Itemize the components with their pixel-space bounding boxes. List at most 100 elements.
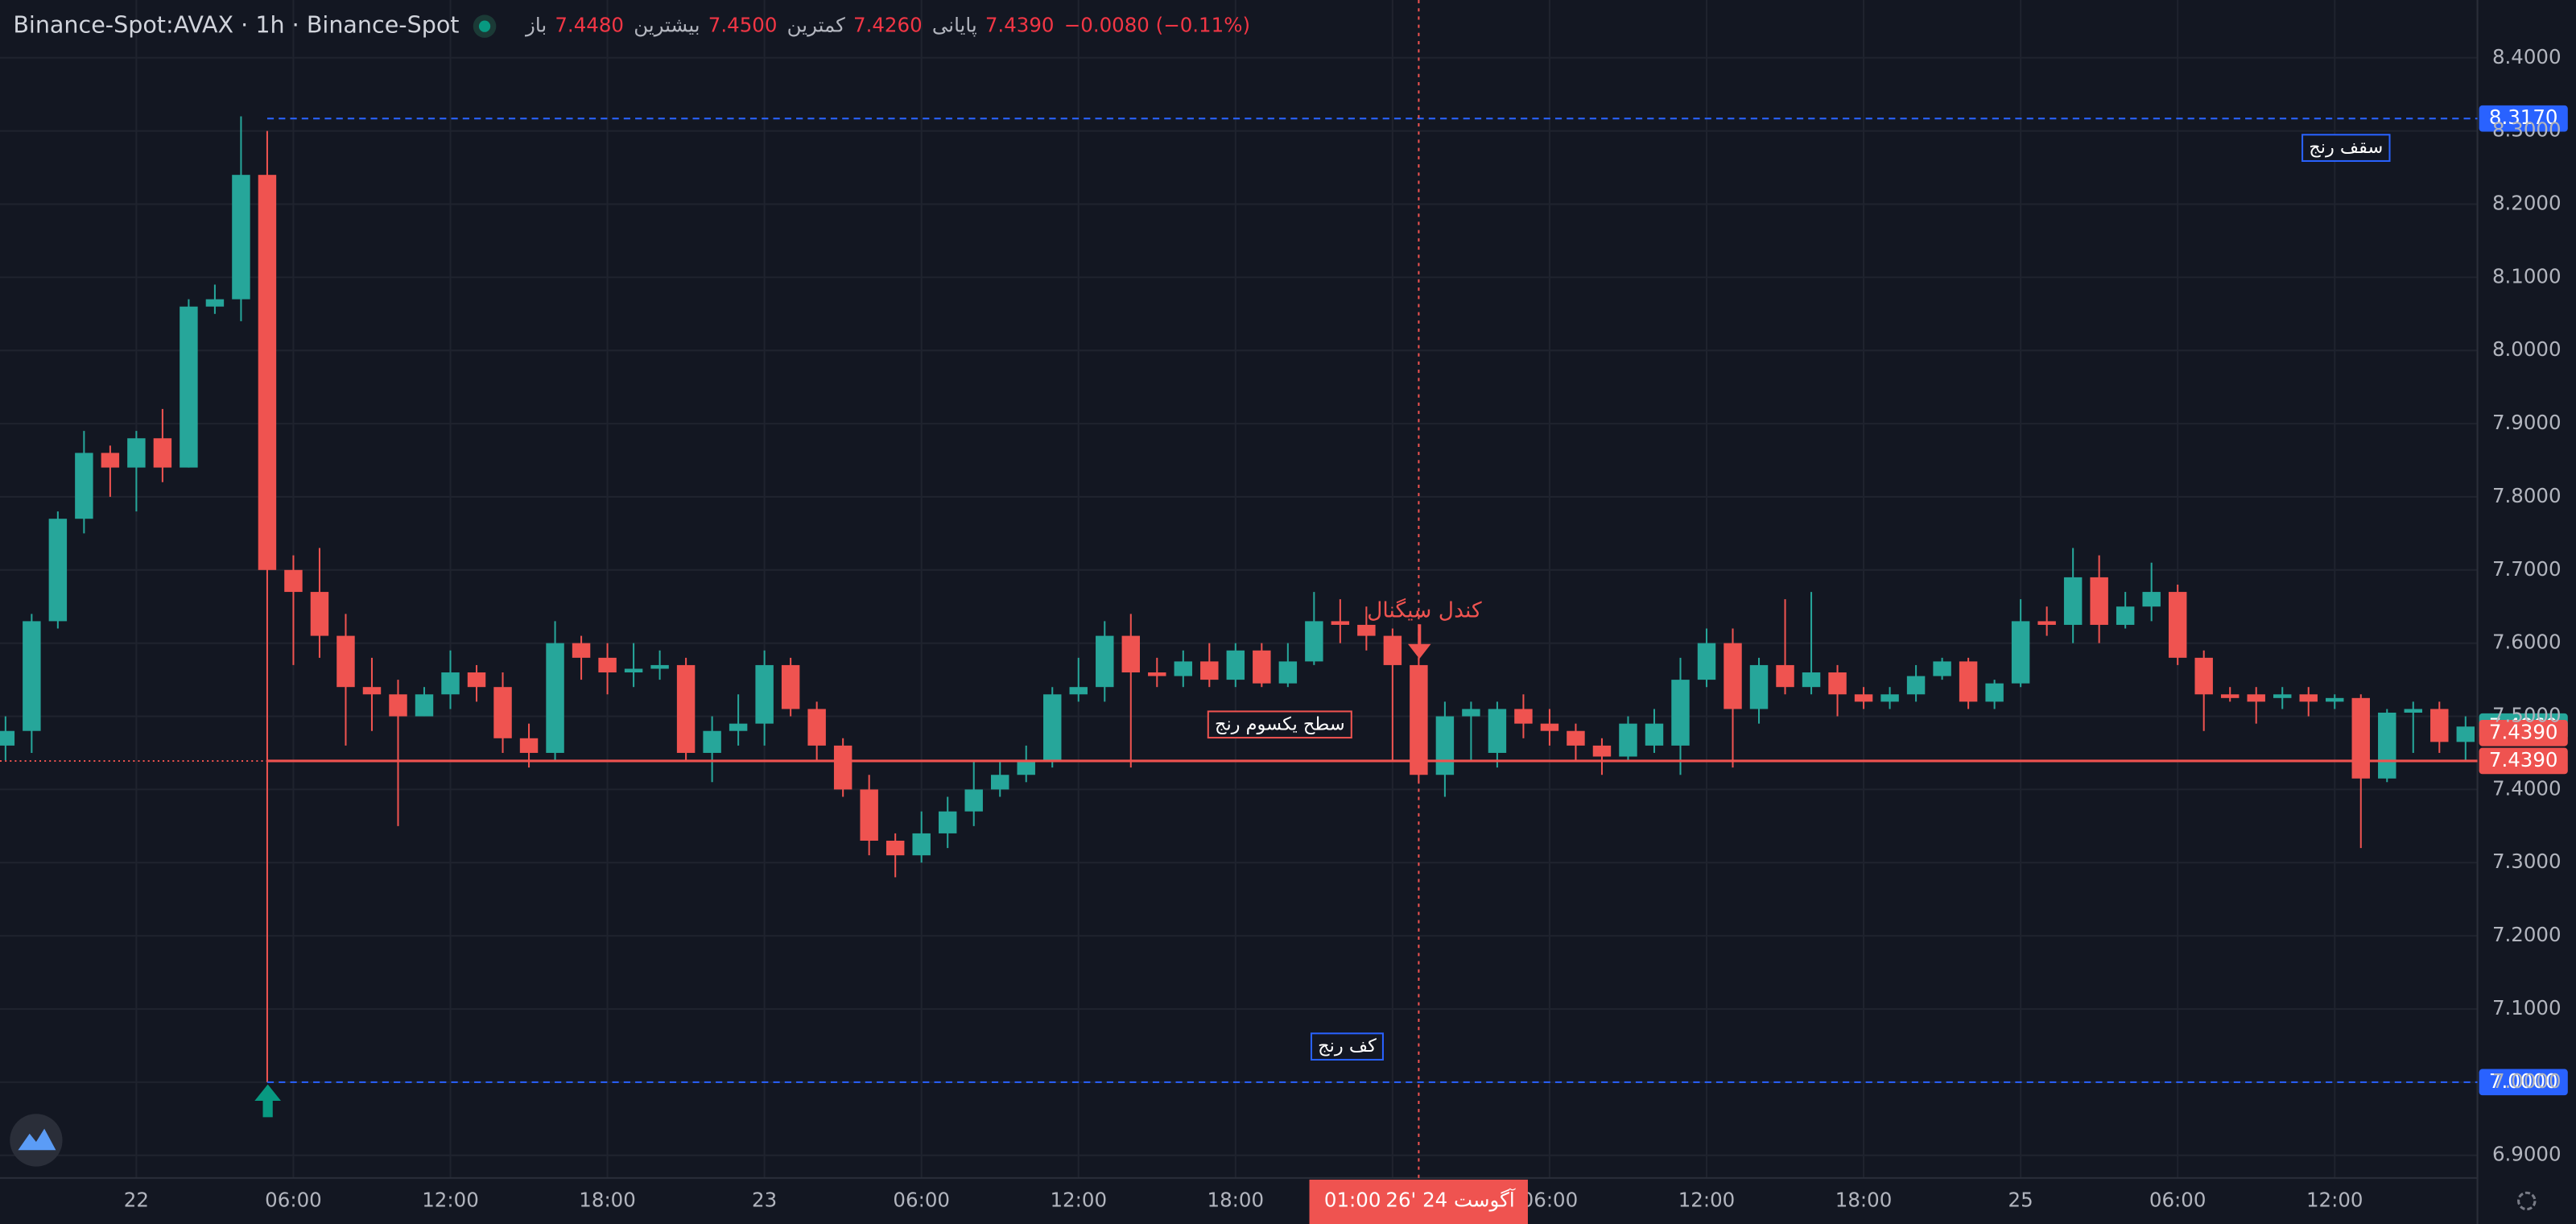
candle-body — [2378, 712, 2396, 779]
y-tick-label: 7.4000 — [2492, 776, 2562, 800]
x-tick-label: 22 — [124, 1188, 149, 1211]
candle-body — [127, 438, 146, 468]
x-tick-label: 06:00 — [265, 1188, 322, 1211]
y-tick-label: 7.1000 — [2492, 996, 2562, 1019]
candle-body — [519, 738, 539, 753]
candle-body — [1724, 643, 1742, 709]
candle-body — [938, 811, 957, 833]
y-tick-label: 7.8000 — [2492, 484, 2562, 507]
candle-body — [467, 672, 486, 688]
y-tick-label: 8.1000 — [2492, 264, 2562, 287]
candle-body — [807, 709, 826, 746]
annotation-box — [1310, 1032, 1384, 1061]
y-tick-label: 7.7000 — [2492, 557, 2562, 581]
annotation-box — [2301, 134, 2391, 162]
candle-body — [1645, 723, 1664, 746]
candle-body — [362, 687, 382, 695]
candle-body — [2351, 697, 2370, 779]
price-badge — [2479, 747, 2568, 775]
candle-body — [75, 453, 93, 519]
x-tick-label: 06:00 — [1521, 1188, 1579, 1211]
candle-body — [48, 519, 68, 622]
candle-body — [205, 299, 225, 307]
candle-body — [781, 664, 800, 709]
candle-body — [886, 841, 905, 856]
price-badge-label: 7.4390 — [2489, 748, 2558, 771]
candle-body — [2090, 577, 2108, 625]
candle-body — [1410, 664, 1428, 775]
crosshair-label-bg — [1309, 1179, 1528, 1224]
y-tick-label: 7.9000 — [2492, 411, 2562, 434]
y-tick-label: 8.2000 — [2492, 192, 2562, 215]
candle-body — [1096, 635, 1114, 688]
candle-body — [1540, 723, 1559, 731]
legend-value: 7.4500 — [708, 14, 778, 37]
candle-body — [441, 672, 460, 695]
x-tick-label: 06:00 — [2149, 1188, 2207, 1211]
candle-body — [624, 668, 643, 673]
candle-body — [153, 438, 172, 468]
candle-body — [1462, 709, 1480, 717]
x-tick-label: 12:00 — [2306, 1188, 2363, 1211]
candle-body — [1697, 643, 1716, 680]
candle-body — [1278, 661, 1298, 684]
legend-label: بیشترین — [634, 14, 700, 37]
candle-body — [729, 723, 748, 731]
annotation: کندل سیگنال — [1367, 598, 1482, 622]
candle-body — [180, 306, 198, 468]
candle-body — [1121, 635, 1140, 673]
x-tick-label: 12:00 — [1678, 1188, 1736, 1211]
candle-body — [1017, 760, 1035, 775]
annotation: سطح یکسوم رنج — [1215, 713, 1345, 734]
candle-body — [1253, 650, 1271, 684]
candle-body — [833, 745, 852, 790]
candle-body — [2116, 606, 2135, 625]
y-tick-label: 8.0000 — [2492, 337, 2562, 361]
sell-arrow — [1407, 624, 1431, 660]
candle-body — [1985, 683, 2004, 702]
candle-body — [2430, 709, 2449, 742]
y-tick-label: 6.9000 — [2492, 1143, 2562, 1166]
candle-body — [1959, 661, 1978, 702]
candle-body — [1671, 680, 1690, 746]
candle-body — [1592, 745, 1612, 757]
candle-body — [1776, 664, 1794, 688]
y-tick-label: 8.3000 — [2492, 118, 2562, 142]
candle-body — [650, 664, 669, 669]
candle-body — [1749, 664, 1769, 709]
candle-body — [415, 694, 434, 717]
candle-body — [1200, 661, 1219, 680]
y-tick-label: 7.0000 — [2492, 1069, 2562, 1093]
logo-icon — [18, 1128, 56, 1151]
legend-label: باز — [524, 14, 547, 37]
price-badge-label: 7.0000 — [2489, 1069, 2558, 1093]
candle-body — [2142, 592, 2161, 607]
candle-body — [1933, 661, 1951, 676]
candle-body — [1331, 621, 1350, 625]
candle-body — [991, 775, 1009, 790]
candle-body — [860, 789, 878, 842]
candle-body — [284, 569, 303, 593]
candle-body — [2220, 694, 2240, 698]
settings-button[interactable] — [2517, 1191, 2537, 1211]
logo-button[interactable] — [10, 1114, 63, 1167]
candle-body — [493, 687, 512, 738]
candle-body — [1619, 723, 1637, 757]
candle-body — [1567, 730, 1585, 746]
candle-body — [1383, 635, 1402, 665]
candle-body — [1069, 687, 1088, 695]
candle-body — [1854, 694, 1873, 702]
candle-body — [2404, 709, 2422, 713]
candle-body — [232, 175, 250, 300]
crosshair-date: 26' آگوست 24 — [1385, 1188, 1515, 1211]
candle-body — [258, 175, 277, 570]
x-tick-label: 12:00 — [1050, 1188, 1107, 1211]
candle-body — [2273, 694, 2292, 698]
legend-label: پایانی — [932, 14, 977, 37]
candle-body — [1488, 709, 1507, 753]
legend-value: 7.4260 — [853, 14, 923, 37]
candle-body — [1043, 694, 1062, 761]
x-tick-label: 23 — [752, 1188, 777, 1211]
candle-body — [310, 592, 329, 636]
candle-body — [598, 657, 617, 673]
